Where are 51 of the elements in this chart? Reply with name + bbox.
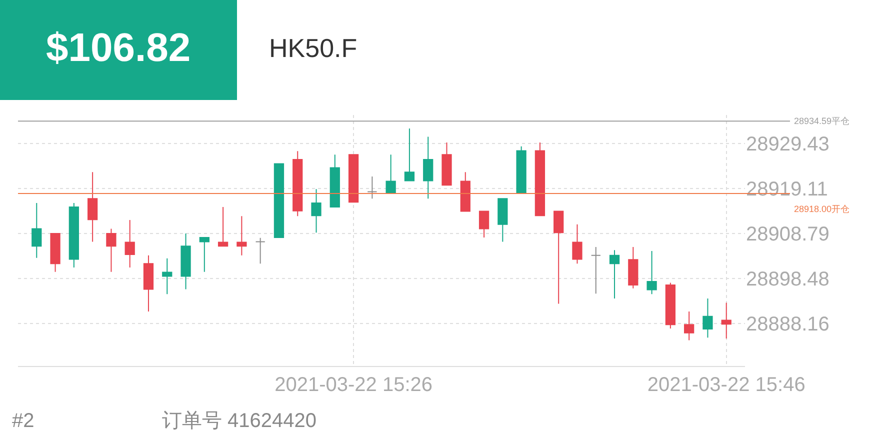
- candlestick: [498, 198, 508, 242]
- candlestick: [534, 142, 546, 216]
- candlestick: [199, 236, 210, 272]
- candlestick: [590, 246, 601, 294]
- y-tick-label: 28908.79: [746, 224, 830, 246]
- ref-line-label: 28934.59平仓: [794, 116, 850, 126]
- y-tick-label: 28898.48: [746, 268, 830, 290]
- candlestick: [50, 233, 60, 272]
- candlestick: [442, 142, 452, 186]
- candlestick: [124, 220, 135, 268]
- y-tick-label: 28888.16: [746, 313, 830, 336]
- candlestick: [162, 258, 172, 295]
- ref-line-label: 28918.00开仓: [794, 204, 850, 214]
- candlestick: [274, 163, 284, 238]
- candlestick: [348, 154, 359, 203]
- y-tick-label: 28919.11: [746, 178, 828, 201]
- candlestick: [404, 128, 415, 182]
- candlestick: [684, 311, 694, 341]
- text: 订单号 41624420: [162, 410, 317, 432]
- candlestick: [143, 254, 154, 312]
- candlestick: [628, 246, 638, 289]
- candlestick: [665, 282, 676, 330]
- y-tick-label: 28929.43: [746, 134, 830, 156]
- x-tick-label: 2021-03-22 15:46: [647, 374, 806, 396]
- candlestick: [68, 202, 79, 268]
- candlestick: [423, 136, 434, 200]
- candlestick: [218, 206, 228, 247]
- candlestick: [460, 172, 470, 212]
- candlestick: [180, 233, 191, 290]
- candlestick: [367, 176, 378, 200]
- candlestick: [88, 172, 98, 242]
- candlestick: [721, 302, 732, 340]
- candlestick: [609, 250, 620, 299]
- candlestick: [292, 150, 303, 217]
- candlestick: [236, 216, 247, 256]
- x-tick-label: 2021-03-22 15:26: [274, 374, 432, 396]
- candlestick: [478, 210, 490, 238]
- candlestick: [516, 146, 526, 194]
- candlestick: [554, 210, 564, 304]
- text: #2: [12, 410, 34, 432]
- chart-title: HK50.F: [269, 33, 358, 63]
- text: $106.82: [46, 26, 191, 70]
- candlestick: [386, 154, 396, 194]
- candlestick: [572, 224, 582, 264]
- candlestick: [311, 188, 322, 234]
- candlestick: [330, 154, 340, 208]
- candlestick: [646, 250, 657, 295]
- candlestick: [32, 202, 42, 258]
- candlestick: [255, 237, 266, 264]
- candlestick: [106, 228, 116, 272]
- candlestick: [702, 298, 713, 338]
